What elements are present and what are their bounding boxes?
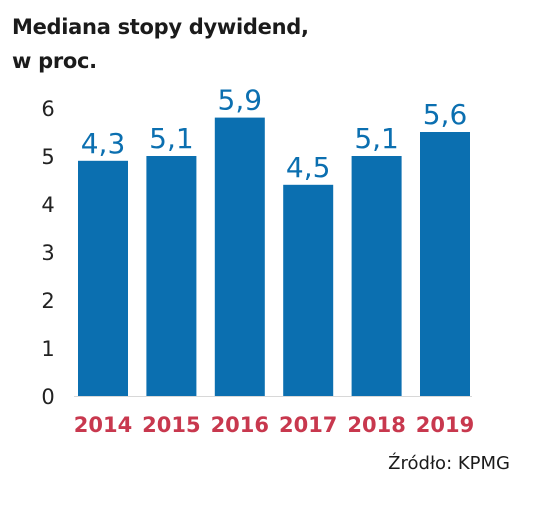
bars-group (78, 117, 470, 396)
category-label-2015: 2015 (142, 413, 200, 437)
category-labels-group: 2014 2015 2016 2017 2018 2019 (74, 413, 474, 437)
chart-title-line-2: w proc. (12, 49, 97, 73)
y-tick-label: 4 (41, 193, 54, 217)
bar-2016 (214, 117, 265, 396)
value-label-2019: 5,6 (423, 98, 468, 131)
y-tick-label: 5 (41, 145, 54, 169)
bar-2019 (420, 132, 470, 396)
category-label-2017: 2017 (279, 413, 337, 437)
value-label-2015: 5,1 (149, 122, 194, 155)
category-label-2016: 2016 (211, 413, 269, 437)
bar-2015 (146, 156, 197, 396)
y-tick-label: 1 (41, 337, 54, 361)
y-tick-label: 6 (41, 97, 54, 121)
value-label-2017: 4,5 (286, 151, 331, 184)
value-label-2016: 5,9 (218, 84, 263, 117)
value-labels-group: 4,3 5,1 5,9 4,5 5,1 5,6 (81, 84, 468, 184)
category-label-2018: 2018 (347, 413, 405, 437)
chart-title: Mediana stopy dywidend, w proc. (12, 10, 412, 78)
source-note: Źródło: KPMG (388, 453, 510, 474)
bar-2018 (351, 156, 402, 396)
bar-2017 (283, 184, 334, 396)
value-label-2018: 5,1 (354, 122, 399, 155)
y-tick-label: 3 (41, 241, 54, 265)
category-label-2019: 2019 (416, 413, 474, 437)
category-label-2014: 2014 (74, 413, 132, 437)
value-label-2014: 4,3 (81, 127, 126, 160)
bar-2014 (78, 160, 128, 396)
y-axis-ticks: 0 1 2 3 4 5 6 (41, 97, 54, 409)
y-tick-label: 2 (41, 289, 54, 313)
chart-title-line-1: Mediana stopy dywidend, (12, 15, 309, 39)
y-tick-label: 0 (41, 385, 54, 409)
